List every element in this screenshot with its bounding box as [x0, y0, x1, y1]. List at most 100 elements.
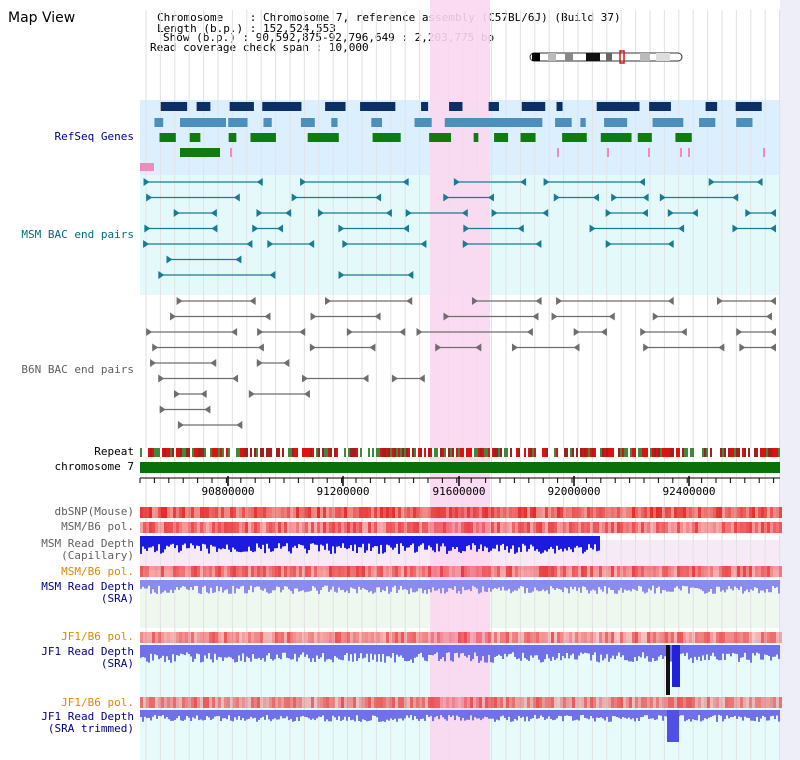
msm-pol-cell [722, 522, 725, 533]
dbsnp-cell [719, 507, 722, 518]
msm-cap-depth-bar [292, 536, 294, 548]
repeat-cell [168, 448, 170, 457]
msm-cap-depth-bar [452, 536, 454, 548]
repeat-cell [538, 448, 540, 457]
msm-cap-depth-bar [302, 536, 304, 546]
msm-sra-depth-bar [174, 580, 176, 590]
msm-pol-cell [224, 522, 227, 533]
jf1-pol-cell [485, 632, 488, 643]
msm-pol2-cell [596, 566, 599, 577]
jf1-pol2-cell [587, 697, 590, 708]
repeat-cell [324, 448, 326, 457]
msm-pol-cell [347, 522, 350, 533]
dbsnp-cell [596, 507, 599, 518]
msm-pol-cell [497, 522, 500, 533]
repeat-cell [738, 448, 740, 457]
jf1-trim-depth-bar [160, 710, 162, 717]
track-label-b6n-bac[interactable]: B6N BAC end pairs [21, 363, 134, 376]
jf1-sra-depth-bar [416, 645, 418, 657]
jf1-sra-depth-bar [624, 645, 626, 661]
jf1-trim-depth-bar [642, 710, 644, 717]
msm-sra-depth-bar [370, 580, 372, 592]
repeat-cell [176, 448, 178, 457]
b6n-bac-end [526, 328, 533, 336]
jf1-pol2-cell [158, 697, 161, 708]
msm-sra-depth-bar [450, 580, 452, 589]
dbsnp-cell [554, 507, 557, 518]
jf1-sra-depth-bar [530, 645, 532, 656]
repeat-cell [472, 448, 474, 457]
jf1-trim-depth-bar [686, 710, 688, 721]
jf1-sra-depth-bar [390, 645, 392, 658]
jf1-pol-cell [743, 632, 746, 643]
msm-sra-depth-bar [496, 580, 498, 589]
msm-sra-depth-bar [222, 580, 224, 593]
jf1-trim-depth-bar [234, 710, 236, 718]
dbsnp-cell [245, 507, 248, 518]
msm-pol2-cell [275, 566, 278, 577]
jf1-pol2-cell [755, 697, 758, 708]
msm-pol2-cell [218, 566, 221, 577]
jf1-pol2-cell [710, 697, 713, 708]
jf1-pol2-cell [329, 697, 332, 708]
dbsnp-cell [515, 507, 518, 518]
jf1-sra-depth-bar [514, 645, 516, 657]
jf1-pol-cell [755, 632, 758, 643]
msm-pol-cell [542, 522, 545, 533]
msm-sra-depth-bar [490, 580, 492, 592]
dbsnp-cell [527, 507, 530, 518]
msm-pol2-cell [425, 566, 428, 577]
msm-pol-cell [656, 522, 659, 533]
jf1-pol2-cell [578, 697, 581, 708]
msm-pol-cell [566, 522, 569, 533]
msm-sra-depth-bar [152, 580, 154, 590]
msm-sra-depth-bar [186, 580, 188, 590]
msm-cap-depth-bar [360, 536, 362, 548]
jf1-sra-depth-bar [544, 645, 546, 660]
repeat-cell [712, 448, 714, 457]
msm-cap-depth-bar [418, 536, 420, 547]
msm-sra-depth-bar [606, 580, 608, 594]
msm-pol-cell [266, 522, 269, 533]
msm-cap-depth-bar [394, 536, 396, 548]
jf1-trim-depth-bar [608, 710, 610, 722]
jf1-sra-depth-bar [760, 645, 762, 660]
jf1-trim-depth-bar [708, 710, 710, 718]
msm-cap-depth-bar [258, 536, 260, 548]
jf1-pol2-cell [626, 697, 629, 708]
msm-cap-depth-bar [252, 536, 254, 553]
dbsnp-cell [557, 507, 560, 518]
jf1-pol2-cell [485, 697, 488, 708]
dbsnp-cell [551, 507, 554, 518]
repeat-cell [158, 448, 160, 457]
jf1-pol2-cell [623, 697, 626, 708]
jf1-pol-cell [320, 632, 323, 643]
jf1-sra-depth-bar [202, 645, 204, 662]
sep: : [249, 11, 257, 24]
repeat-cell [660, 448, 662, 457]
track-label-refseq[interactable]: RefSeq Genes [54, 130, 134, 143]
repeat-cell [320, 448, 322, 457]
msm-pol2-cell [680, 566, 683, 577]
jf1-sra-depth-bar [436, 645, 438, 653]
jf1-pol-cell [212, 632, 215, 643]
repeat-cell [440, 448, 442, 457]
msm-sra-depth-bar [620, 580, 622, 588]
jf1-pol-cell [209, 632, 212, 643]
repeat-cell [490, 448, 492, 457]
jf1-pol-cell [173, 632, 176, 643]
dbsnp-cell [167, 507, 170, 518]
msm-sra-depth-bar [364, 580, 366, 590]
jf1-sra-depth-bar [652, 645, 654, 659]
ideogram-band [532, 53, 540, 61]
repeat-cell [202, 448, 204, 457]
jf1-pol-cell [344, 632, 347, 643]
repeat-cell [422, 448, 424, 457]
chromosome-ideogram[interactable] [529, 50, 683, 64]
jf1-trim-depth-bar [594, 710, 596, 722]
dbsnp-cell [608, 507, 611, 518]
track-label-msm-bac[interactable]: MSM BAC end pairs [21, 228, 134, 241]
msm-pol-cell [506, 522, 509, 533]
jf1-pol-cell [512, 632, 515, 643]
msm-sra-depth-bar [766, 580, 768, 589]
